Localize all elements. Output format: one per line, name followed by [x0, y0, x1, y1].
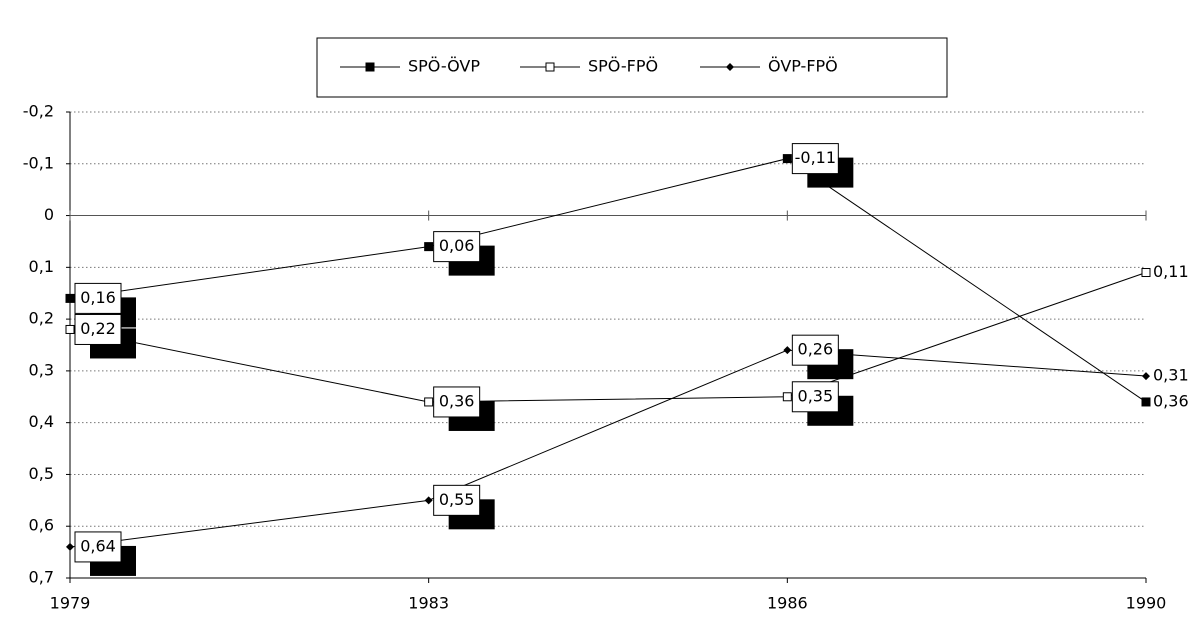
y-tick-label: 0,7 [29, 568, 54, 587]
point-marker [424, 496, 433, 505]
y-tick-label: -0,1 [23, 153, 54, 172]
series-line [69, 272, 1147, 403]
series-line [69, 158, 1147, 403]
legend-label: SPÖ-ÖVP [408, 57, 480, 76]
y-tick-label: 0,1 [29, 257, 54, 276]
label-box [74, 313, 122, 345]
y-tick-label: 0,6 [29, 516, 54, 535]
point-marker [65, 324, 75, 334]
x-tick-label: 1983 [408, 594, 449, 613]
label-box [433, 484, 481, 516]
x-tick-label: 1990 [1126, 594, 1167, 613]
point-marker [782, 154, 792, 164]
data-label: 0,55 [439, 490, 475, 509]
y-tick-label: 0,4 [29, 412, 54, 431]
data-label: 0,11 [1153, 262, 1189, 281]
x-tick-label: 1986 [767, 594, 808, 613]
data-label: 0,64 [80, 536, 116, 555]
point-marker [424, 397, 434, 407]
legend-label: SPÖ-FPÖ [588, 57, 658, 76]
label-box [74, 531, 122, 563]
point-marker [1141, 268, 1151, 278]
data-label: 0,36 [1153, 391, 1189, 410]
label-box [791, 143, 839, 175]
point-marker [782, 392, 792, 402]
data-label: 0,35 [798, 386, 834, 405]
y-tick-label: 0 [44, 205, 54, 224]
label-box [791, 334, 839, 366]
y-tick-label: 0,3 [29, 360, 54, 379]
data-label: 0,26 [798, 340, 834, 359]
y-tick-label: 0,5 [29, 464, 54, 483]
legend-label: ÖVP-FPÖ [768, 57, 838, 76]
data-label: 0,22 [80, 319, 116, 338]
data-label: -0,11 [795, 148, 836, 167]
legend-marker [545, 62, 555, 72]
point-marker [65, 293, 75, 303]
label-box [433, 231, 481, 263]
legend-box [316, 37, 948, 98]
point-marker [1142, 372, 1150, 381]
data-label: 0,31 [1153, 366, 1189, 385]
point-marker [1141, 397, 1151, 407]
label-box [433, 386, 481, 418]
x-tick-label: 1979 [50, 594, 91, 613]
legend-marker [365, 62, 375, 72]
series-line [69, 349, 1147, 548]
label-box [791, 381, 839, 413]
label-box [74, 282, 122, 314]
y-tick-label: 0,2 [29, 309, 54, 328]
data-label: 0,36 [439, 391, 475, 410]
legend-marker [726, 63, 734, 71]
point-marker [783, 346, 792, 355]
data-label: 0,16 [80, 288, 116, 307]
point-marker [424, 242, 434, 252]
data-label: 0,06 [439, 236, 475, 255]
point-marker [66, 542, 74, 551]
y-tick-label: -0,2 [23, 102, 54, 121]
